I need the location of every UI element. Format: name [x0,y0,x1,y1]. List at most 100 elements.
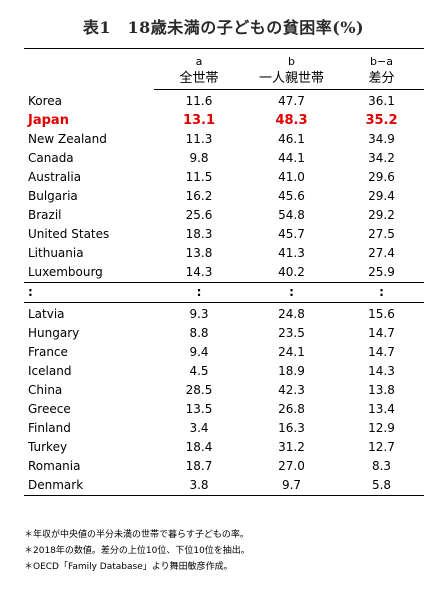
all-households-cell: 13.5 [185,402,213,416]
table-row: Finland 3.4 16.3 12.9 [24,419,424,438]
country-cell: Turkey [28,440,68,454]
difference-cell: 12.7 [368,440,395,454]
single-parent-cell: 46.1 [278,132,305,146]
single-parent-cell: 9.7 [281,478,302,492]
single-parent-cell: 24.8 [278,307,305,321]
country-cell: United States [28,227,110,241]
country-cell: Japan [28,113,69,128]
column-letter-a: a [195,55,203,68]
footnote-definition: ＊年収が中央値の半分未満の世帯で暮らす子どもの率。 [24,530,249,540]
difference-cell: 14.7 [368,345,395,359]
single-parent-cell: 40.2 [278,265,305,279]
single-parent-cell: 26.8 [278,402,305,416]
column-letter-b-minus-a: b−a [370,55,393,68]
country-cell: Denmark [28,478,84,492]
country-cell: Latvia [28,307,65,321]
all-households-cell: 28.5 [185,383,213,397]
column-header-difference: 差分 [339,69,424,90]
all-households-cell: 18.7 [185,459,213,473]
country-cell: Greece [28,402,71,416]
country-cell: Luxembourg [28,265,103,279]
table-title: 表1 18歳未満の子どもの貧困率(%) [82,18,365,37]
difference-cell: 36.1 [368,94,395,108]
top-ten-rows: Korea 11.6 47.7 36.1 Japan 13.1 48.3 35.2 New Ze… [24,90,424,283]
column-letter-row: a b b−a [24,49,424,70]
all-households-cell: 9.8 [189,151,209,165]
country-cell: Brazil [28,208,62,222]
table-row: Hungary 8.8 23.5 14.7 [24,324,424,343]
table-row: Iceland 4.5 18.9 14.3 [24,362,424,381]
single-parent-cell: 31.2 [278,440,305,454]
all-households-cell: 8.8 [189,326,209,340]
table-row: Brazil 25.6 54.8 29.2 [24,206,424,225]
all-households-cell: 25.6 [185,208,213,222]
single-parent-cell: 54.8 [278,208,305,222]
single-parent-cell: 44.1 [278,151,305,165]
country-cell: Canada [28,151,74,165]
all-households-cell: 13.8 [185,246,213,260]
difference-cell: 14.3 [368,364,395,378]
country-cell: France [28,345,68,359]
footnote-source: ＊OECD「Family Database」より舞田敏彦作成。 [24,562,233,572]
difference-cell: 14.7 [368,326,395,340]
all-households-cell: 9.4 [189,345,209,359]
all-households-cell: 18.3 [185,227,213,241]
separator-mark: : [24,282,154,303]
table-row: Romania 18.7 27.0 8.3 [24,457,424,476]
column-label-row: 全世帯 一人親世帯 差分 [24,69,424,90]
single-parent-cell: 24.1 [278,345,305,359]
single-parent-cell: 42.3 [278,383,305,397]
all-households-cell: 11.3 [185,132,213,146]
all-households-cell: 9.3 [189,307,209,321]
difference-cell: 34.2 [368,151,395,165]
table-row: Japan 13.1 48.3 35.2 [24,111,424,130]
country-cell: Bulgaria [28,189,78,203]
difference-cell: 25.9 [368,265,395,279]
single-parent-cell: 45.6 [278,189,305,203]
separator-row: : : : : [24,282,424,303]
difference-cell: 29.6 [368,170,395,184]
table-row: Denmark 3.8 9.7 5.8 [24,476,424,496]
single-parent-cell: 23.5 [278,326,305,340]
difference-cell: 34.9 [368,132,395,146]
single-parent-cell: 18.9 [278,364,305,378]
separator-mark: : [154,282,244,303]
difference-cell: 27.4 [368,246,395,260]
table-row: Canada 9.8 44.1 34.2 [24,149,424,168]
difference-cell: 35.2 [365,113,398,128]
single-parent-cell: 47.7 [278,94,305,108]
difference-cell: 29.4 [368,189,395,203]
single-parent-cell: 16.3 [278,421,305,435]
country-cell: China [28,383,63,397]
table-row: New Zealand 11.3 46.1 34.9 [24,130,424,149]
difference-cell: 13.8 [368,383,395,397]
difference-cell: 5.8 [371,478,392,492]
all-households-cell: 18.4 [185,440,213,454]
single-parent-cell: 27.0 [278,459,305,473]
all-households-cell: 3.4 [189,421,209,435]
footnote-year: ＊2018年の数値。差分の上位10位、下位10位を抽出。 [24,546,250,556]
table-row: France 9.4 24.1 14.7 [24,343,424,362]
difference-cell: 29.2 [368,208,395,222]
table-row: Latvia 9.3 24.8 15.6 [24,303,424,325]
table-row: Turkey 18.4 31.2 12.7 [24,438,424,457]
table-row: Luxembourg 14.3 40.2 25.9 [24,263,424,283]
single-parent-cell: 41.3 [278,246,305,260]
all-households-cell: 3.8 [189,478,209,492]
separator-section: : : : : [24,282,424,303]
separator-mark: : [244,282,339,303]
bottom-ten-rows: Latvia 9.3 24.8 15.6 Hungary 8.8 23.5 14.7 Franc… [24,303,424,496]
all-households-cell: 4.5 [189,364,209,378]
country-cell: Iceland [28,364,72,378]
table-row: Australia 11.5 41.0 29.6 [24,168,424,187]
all-households-cell: 16.2 [185,189,213,203]
all-households-cell: 11.5 [185,170,213,184]
single-parent-cell: 48.3 [275,113,308,128]
country-cell: Romania [28,459,81,473]
poverty-rate-table: a b b−a 全世帯 一人親世帯 差分 Korea 11.6 47.7 36.1 Ja… [24,48,424,496]
country-cell: Korea [28,93,63,108]
table-row: Korea 11.6 47.7 36.1 [24,90,424,112]
column-header-single-parent: 一人親世帯 [244,69,339,90]
single-parent-cell: 41.0 [278,170,305,184]
difference-cell: 8.3 [371,459,392,473]
